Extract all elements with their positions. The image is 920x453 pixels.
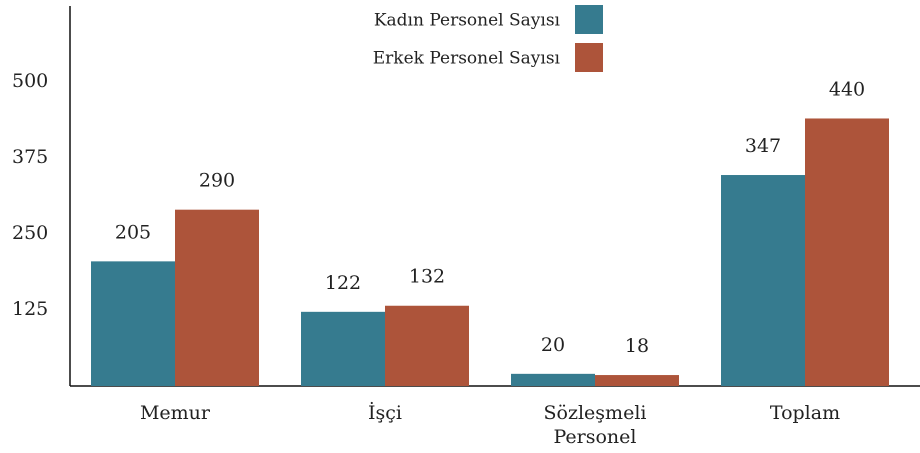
bar (721, 175, 805, 386)
x-tick-label: Memur (140, 402, 211, 424)
y-tick-label: 250 (12, 222, 48, 244)
y-tick-label: 125 (12, 298, 48, 320)
x-tick-label: Toplam (770, 402, 840, 424)
bar (595, 375, 679, 386)
bar (805, 118, 889, 386)
legend-label: Kadın Personel Sayısı (374, 11, 561, 31)
data-label: 18 (625, 335, 649, 357)
data-label: 122 (325, 272, 361, 294)
bar (385, 305, 469, 386)
data-label: 440 (829, 78, 865, 100)
bar (91, 261, 175, 386)
x-tick-label: Sözleşmeli Personel (544, 402, 647, 448)
data-label: 347 (745, 135, 781, 157)
legend-swatch (575, 43, 603, 72)
data-label: 205 (115, 221, 151, 243)
bar (301, 311, 385, 386)
data-label: 132 (409, 266, 445, 288)
data-label: 290 (199, 170, 235, 192)
y-tick-label: 500 (12, 70, 48, 92)
data-label: 20 (541, 334, 565, 356)
legend-swatch (575, 5, 603, 34)
x-tick-label: İşçi (368, 401, 402, 424)
y-tick-label: 375 (12, 146, 48, 168)
bar (511, 373, 595, 386)
bar (175, 209, 259, 386)
legend-label: Erkek Personel Sayısı (373, 49, 561, 69)
